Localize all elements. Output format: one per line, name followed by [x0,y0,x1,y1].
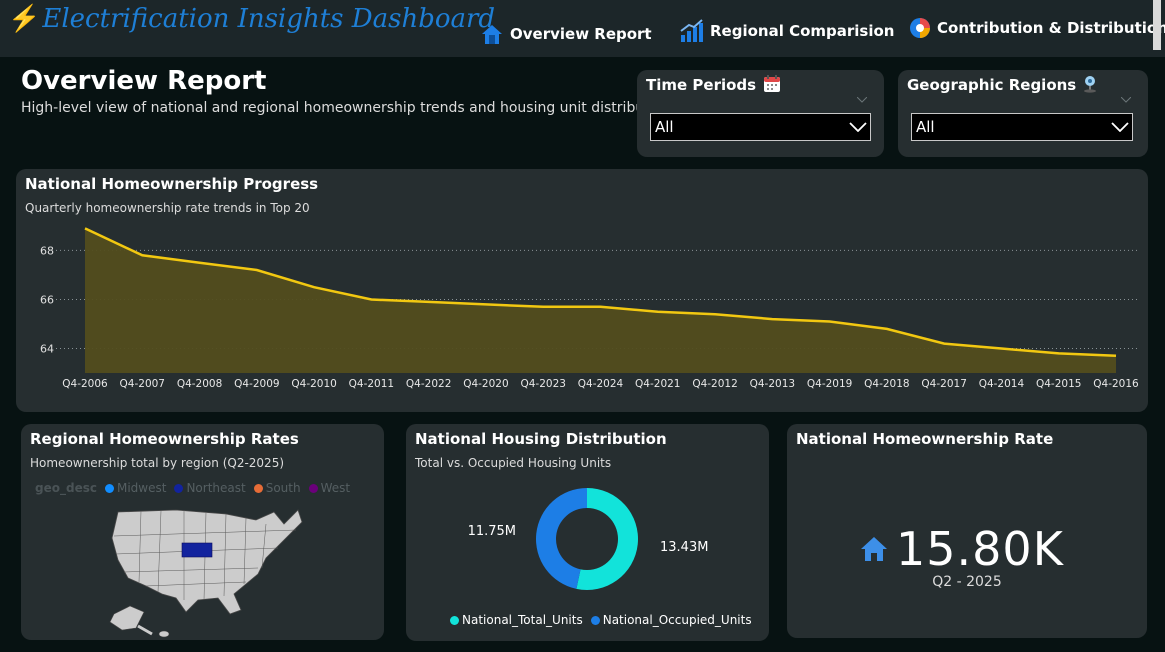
area-fill [85,228,1116,373]
legend-item-south[interactable]: South [253,481,301,495]
x-tick-label: Q4-2010 [291,378,336,390]
time-periods-slicer: Time Periods All [637,70,884,157]
chevron-down-icon[interactable] [1121,97,1131,103]
geographic-regions-title: Geographic Regions [907,75,1098,94]
y-tick-label: 66 [40,293,54,306]
legend-header: geo_desc [35,481,97,495]
national-housing-distribution-panel: National Housing Distribution Total vs. … [406,424,769,641]
legend-dot [308,483,318,493]
housing-donut-chart: 13.43M 11.75M [468,488,708,590]
kpi-period-label: Q2 - 2025 [932,574,1002,590]
x-tick-label: Q4-2009 [234,378,279,390]
regional-homeownership-rates-panel: Regional Homeownership Rates Homeownersh… [21,424,384,640]
house-icon [861,537,887,561]
x-tick-label: Q4-2014 [979,378,1025,390]
donut-panel-subtitle: Total vs. Occupied Housing Units [415,456,612,470]
x-tick-label: Q4-2023 [520,378,565,390]
legend-item-midwest[interactable]: Midwest [104,481,166,495]
nav-regional-label: Regional Comparision [710,22,895,40]
scrollbar-thumb[interactable] [1153,0,1161,50]
highlighted-state[interactable] [181,542,213,558]
page-subtitle: High-level view of national and regional… [21,100,672,116]
donut-slice-total-units[interactable] [576,488,638,590]
kpi-value: 15.80K [896,522,1064,576]
y-tick-label: 68 [40,244,54,257]
x-tick-label: Q4-2015 [1036,378,1081,390]
location-pin-icon [1084,76,1097,93]
legend-item-northeast[interactable]: Northeast [174,481,246,495]
line-panel-title: National Homeownership Progress [25,175,319,193]
x-tick-label: Q4-2024 [578,378,624,390]
map-legend: geo_desc Midwest Northeast South West [35,481,350,495]
x-tick-label: Q4-2016 [1093,378,1139,390]
legend-dot [450,615,459,625]
pie-chart-icon [910,18,930,38]
x-tick-label: Q4-2017 [921,378,966,390]
x-tick-label: Q4-2022 [406,378,451,390]
x-tick-label: Q4-2007 [120,378,165,390]
legend-dot [174,483,184,493]
donut-panel-title: National Housing Distribution [415,430,667,448]
geographic-regions-slicer: Geographic Regions All [898,70,1148,157]
x-tick-label: Q4-2019 [807,378,852,390]
donut-data-label: 13.43M [660,540,708,555]
legend-item-occupied-units[interactable]: National_Occupied_Units [590,613,752,627]
homeownership-area-chart: 64 66 68 Q4-2006 Q4-2007 Q4-2008 Q4-2009 Q4-20… [40,227,1139,390]
x-tick-label: Q4-2018 [864,378,909,390]
map-panel-title: Regional Homeownership Rates [30,430,299,448]
nav-regional-comparision[interactable]: Regional Comparision [680,19,894,43]
top-nav-bar: ⚡Electrification Insights Dashboard Over… [0,0,1165,57]
x-tick-label: Q4-2006 [62,378,108,390]
legend-dot [590,615,600,625]
alaska-islands [137,624,153,636]
x-tick-label: Q4-2013 [750,378,795,390]
app-title: ⚡Electrification Insights Dashboard [8,4,496,34]
us-mainland-shape [111,509,303,615]
legend-item-west[interactable]: West [308,481,350,495]
alaska-shape [109,605,145,631]
chevron-down-icon [1111,122,1129,132]
donut-slice-occupied-units[interactable] [536,488,587,589]
chevron-down-icon [849,122,867,132]
series-line [84,227,1117,358]
us-map[interactable] [106,502,306,642]
geographic-regions-value: All [916,118,935,136]
national-homeownership-rate-panel: National Homeownership Rate 15.80K Q2 - … [787,424,1147,638]
calendar-icon [764,75,781,92]
nav-overview-report[interactable]: Overview Report [480,22,652,46]
chevron-down-icon[interactable] [857,97,867,103]
x-tick-label: Q4-2008 [177,378,222,390]
house-icon [482,25,502,44]
time-periods-value: All [655,118,674,136]
legend-dot [253,483,263,493]
nav-overview-label: Overview Report [510,25,652,43]
lightning-bolt-icon: ⚡ [8,4,41,34]
legend-item-total-units[interactable]: National_Total_Units [450,613,583,627]
national-homeownership-progress-panel: National Homeownership Progress Quarterl… [16,169,1148,412]
nav-contribution-distribution[interactable]: Contribution & Distribution [909,17,1165,39]
y-tick-label: 64 [40,342,54,355]
x-tick-label: Q4-2011 [349,378,394,390]
x-tick-label: Q4-2012 [692,378,737,390]
donut-legend: National_Total_Units National_Occupied_U… [450,613,752,627]
hawaii-shape [158,630,170,638]
nav-contribution-label: Contribution & Distribution [937,19,1165,37]
page-title: Overview Report [21,66,267,96]
legend-dot [104,483,114,493]
line-panel-subtitle: Quarterly homeownership rate trends in T… [25,201,310,215]
kpi-panel-title: National Homeownership Rate [796,430,1054,448]
bar-chart-icon [680,19,703,42]
geographic-regions-dropdown[interactable]: All [911,113,1133,141]
x-tick-label: Q4-2021 [635,378,680,390]
kpi-row: 15.80K [860,522,1064,576]
donut-data-label: 11.75M [468,524,516,539]
time-periods-title: Time Periods [646,75,781,94]
x-tick-label: Q4-2020 [463,378,508,390]
map-panel-subtitle: Homeownership total by region (Q2-2025) [30,456,285,470]
time-periods-dropdown[interactable]: All [650,113,871,141]
